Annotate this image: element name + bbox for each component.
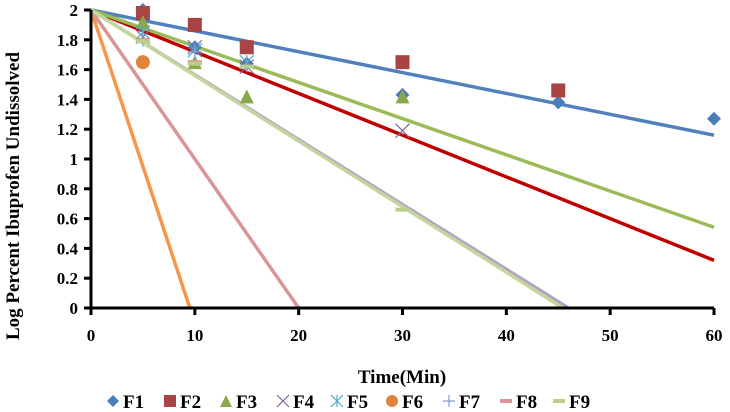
- x-tick-label: 50: [602, 326, 619, 345]
- x-tick-label: 20: [290, 326, 307, 345]
- legend-marker-f3: [220, 395, 232, 407]
- legend-marker-f2: [164, 395, 176, 407]
- y-tick-label: 1.6: [57, 61, 78, 80]
- data-point-f3: [395, 89, 410, 104]
- trendline-f2: [90, 8, 715, 262]
- legend-label: F2: [180, 392, 201, 412]
- y-tick-label: 1: [70, 150, 79, 169]
- legend: F1 F2 F3 F4 F5 F6 F7 F8 F9: [107, 392, 590, 412]
- y-tick-label: 0.6: [57, 210, 78, 229]
- legend-marker-f6: [386, 395, 398, 407]
- x-tick-label: 0: [87, 326, 96, 345]
- legend-label: F5: [347, 392, 368, 412]
- legend-label: F7: [459, 392, 481, 412]
- x-tick-label: 10: [186, 326, 203, 345]
- legend-item-f6: F6: [386, 392, 423, 412]
- data-point-f9: [395, 207, 410, 212]
- data-point-f2: [551, 83, 566, 98]
- data-point-f2: [239, 40, 254, 55]
- data-point-f3: [239, 89, 254, 104]
- legend-item-f2: F2: [164, 392, 201, 412]
- legend-label: F8: [516, 392, 537, 412]
- axes: 0 10 20 30 40 50 60 0 0.2 0.4 0.6 0.8 1 1.2 1.4 1.6 1.8 2: [57, 1, 723, 345]
- data-point-f4: [395, 123, 410, 139]
- data-points: [135, 3, 721, 212]
- legend-marker-f4: [276, 394, 290, 408]
- data-point-f7: [187, 44, 202, 59]
- legend-label: F1: [123, 392, 144, 412]
- legend-item-f1: F1: [107, 392, 144, 412]
- data-point-f2: [187, 17, 202, 32]
- y-tick-label: 1.8: [57, 31, 78, 50]
- trendline-f1: [90, 8, 715, 137]
- y-axis-label: Log Percent Ibuprofen Undissolved: [3, 52, 24, 340]
- legend-marker-f1: [107, 395, 119, 407]
- y-tick-label: 1.4: [57, 90, 79, 109]
- legend-marker-f5: [330, 394, 344, 408]
- trendline-f9: [90, 8, 564, 310]
- legend-item-f3: F3: [220, 392, 257, 412]
- trendlines: [89, 8, 715, 310]
- data-point-f9: [135, 39, 150, 44]
- legend-item-f8: F8: [500, 392, 537, 412]
- y-tick-label: 0.2: [57, 269, 78, 288]
- y-tick-label: 0.4: [57, 239, 79, 258]
- data-point-f6: [135, 55, 150, 70]
- legend-label: F3: [236, 392, 257, 412]
- x-tick-label: 60: [706, 326, 723, 345]
- data-point-f9: [187, 61, 202, 66]
- trendline-f8: [89, 8, 301, 310]
- legend-label: F6: [402, 392, 423, 412]
- y-tick-label: 0.8: [57, 180, 78, 199]
- x-tick-label: 30: [394, 326, 411, 345]
- data-point-f9: [239, 64, 254, 69]
- legend-marker-f8: [500, 399, 512, 403]
- legend-label: F4: [293, 392, 315, 412]
- legend-marker-f7: [443, 395, 455, 407]
- legend-item-f7: F7: [443, 392, 481, 412]
- y-tick-label: 2: [70, 1, 79, 20]
- legend-item-f4: F4: [276, 392, 315, 412]
- trendline-f6: [89, 9, 192, 309]
- trendline-f3: [90, 8, 715, 229]
- x-axis-label: Time(Min): [358, 367, 446, 388]
- data-point-f1: [551, 95, 566, 110]
- data-point-f2: [395, 55, 410, 70]
- y-tick-label: 0: [70, 299, 79, 318]
- legend-item-f9: F9: [553, 392, 590, 412]
- data-point-f3: [135, 14, 150, 29]
- data-point-f1: [707, 111, 721, 126]
- legend-marker-f9: [553, 399, 565, 403]
- legend-label: F9: [569, 392, 590, 412]
- y-tick-label: 1.2: [57, 120, 78, 139]
- x-tick-label: 40: [498, 326, 515, 345]
- data-point-f2: [135, 5, 150, 20]
- legend-item-f5: F5: [330, 392, 368, 412]
